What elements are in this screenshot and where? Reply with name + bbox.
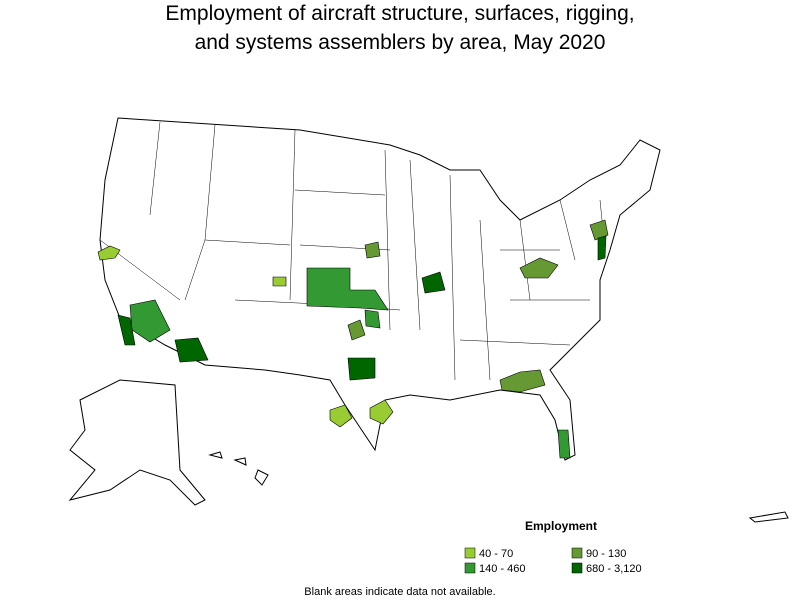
legend-label: 40 - 70	[479, 548, 513, 560]
legend-swatch	[571, 547, 583, 559]
area	[369, 399, 394, 425]
area	[499, 369, 546, 393]
area	[97, 245, 121, 261]
hawaii	[208, 451, 269, 486]
legend-swatch	[464, 562, 476, 574]
map-title-line: Employment of aircraft structure, surfac…	[165, 2, 634, 25]
alaska	[68, 379, 206, 506]
area	[117, 314, 136, 346]
legend-label: 90 - 130	[586, 548, 626, 560]
legend-label: 140 - 460	[479, 563, 525, 575]
area	[421, 271, 446, 294]
footnote: Blank areas indicate data not available.	[304, 586, 495, 598]
area	[347, 357, 376, 381]
puerto-rico	[748, 511, 789, 523]
area	[364, 241, 381, 259]
us-map	[68, 117, 789, 523]
area	[589, 219, 609, 241]
legend-swatch	[571, 562, 583, 574]
legend-swatch	[464, 547, 476, 559]
area	[557, 429, 571, 459]
legend: 40 - 70 90 - 130 140 - 460 680 - 3,120	[464, 547, 642, 575]
legend-label: 680 - 3,120	[586, 563, 642, 575]
area	[174, 337, 209, 363]
area	[597, 235, 607, 261]
map-title-line: and systems assemblers by area, May 2020	[195, 31, 606, 54]
area	[519, 257, 559, 279]
legend-title: Employment	[525, 519, 597, 533]
shaded-areas	[97, 219, 609, 459]
area	[272, 276, 287, 287]
area	[306, 267, 389, 311]
area	[347, 319, 366, 341]
area	[364, 309, 381, 329]
area	[329, 404, 353, 428]
